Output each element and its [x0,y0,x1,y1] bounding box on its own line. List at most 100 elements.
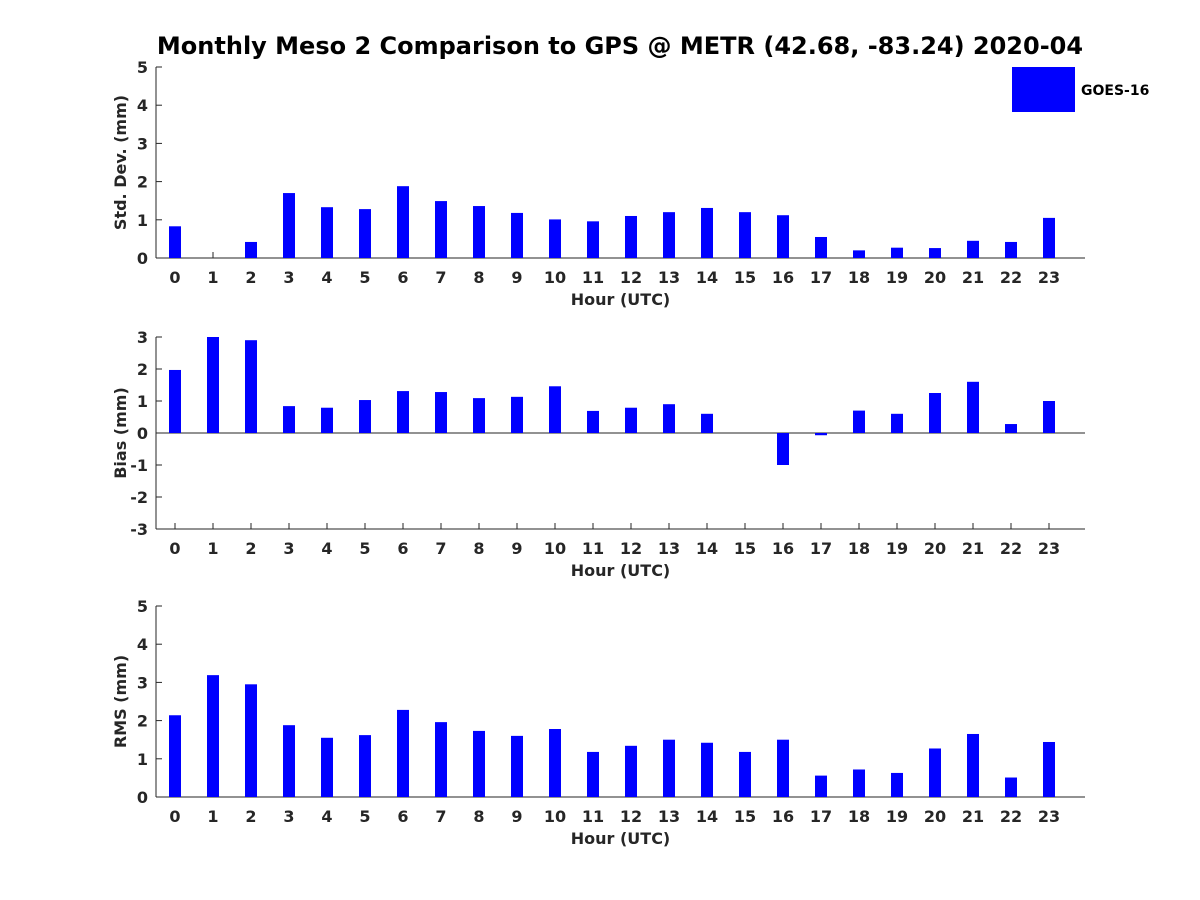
bar-hour-20 [929,748,941,797]
x-tick-label: 2 [245,268,256,287]
x-tick-label: 10 [544,268,566,287]
x-tick-label: 4 [321,807,332,826]
x-tick-label: 4 [321,268,332,287]
bar-hour-5 [359,400,371,433]
x-tick-label: 1 [207,807,218,826]
x-tick-label: 16 [772,268,794,287]
x-tick-label: 14 [696,268,718,287]
bar-hour-15 [739,212,751,258]
x-tick-label: 22 [1000,539,1022,558]
bar-hour-12 [625,215,637,258]
x-tick-label: 19 [886,807,908,826]
bar-hour-7 [435,392,447,433]
bar-hour-16 [777,433,789,465]
x-tick-label: 23 [1038,268,1060,287]
y-axis-label: Bias (mm) [111,387,130,479]
y-tick-label: 4 [137,96,148,115]
x-tick-label: 16 [772,807,794,826]
x-tick-label: 17 [810,268,832,287]
x-tick-label: 21 [962,539,984,558]
x-tick-label: 22 [1000,807,1022,826]
bar-hour-9 [511,735,523,797]
bar-hour-22 [1005,241,1017,258]
bar-hour-21 [967,240,979,258]
x-axis-label: Hour (UTC) [571,561,671,580]
bar-hour-23 [1043,401,1055,433]
bar-hour-0 [169,226,181,258]
bar-hour-6 [397,391,409,433]
x-tick-label: 0 [169,807,180,826]
y-tick-label: 0 [137,424,148,443]
x-tick-label: 13 [658,268,680,287]
legend-swatch-goes-16 [1012,67,1075,112]
y-tick-label: 1 [137,392,148,411]
x-tick-label: 21 [962,268,984,287]
bar-hour-20 [929,393,941,433]
bar-hour-19 [891,413,903,433]
x-tick-label: 1 [207,539,218,558]
bar-hour-21 [967,733,979,797]
x-tick-label: 15 [734,539,756,558]
bar-hour-6 [397,709,409,797]
bar-hour-14 [701,742,713,797]
bar-hour-10 [549,729,561,797]
y-tick-label: 3 [137,328,148,347]
y-tick-label: 1 [137,211,148,230]
y-tick-label: 4 [137,635,148,654]
y-tick-label: 3 [137,134,148,153]
x-tick-label: 5 [359,268,370,287]
bar-hour-5 [359,735,371,797]
x-tick-label: 22 [1000,268,1022,287]
bar-hour-0 [169,715,181,797]
bar-hour-4 [321,407,333,433]
x-tick-label: 13 [658,539,680,558]
bar-hour-17 [815,775,827,797]
bar-hour-16 [777,215,789,258]
x-tick-label: 6 [397,268,408,287]
x-tick-label: 0 [169,539,180,558]
bar-hour-12 [625,407,637,433]
x-tick-label: 12 [620,807,642,826]
bar-hour-7 [435,201,447,258]
bar-hour-2 [245,241,257,258]
x-tick-label: 9 [511,539,522,558]
bar-hour-23 [1043,217,1055,258]
y-tick-label: 5 [137,597,148,616]
bar-hour-10 [549,386,561,433]
bar-hour-3 [283,725,295,797]
x-tick-label: 11 [582,539,604,558]
figure-title: Monthly Meso 2 Comparison to GPS @ METR … [157,32,1083,60]
x-tick-label: 6 [397,807,408,826]
y-tick-label: 0 [137,249,148,268]
y-tick-label: 2 [137,173,148,192]
x-tick-label: 23 [1038,539,1060,558]
bar-hour-19 [891,772,903,797]
x-tick-label: 15 [734,807,756,826]
bar-hour-22 [1005,424,1017,433]
y-tick-label: 5 [137,58,148,77]
x-tick-label: 20 [924,268,946,287]
bar-hour-15 [739,751,751,797]
x-tick-label: 2 [245,807,256,826]
bar-hour-14 [701,207,713,258]
bar-hour-3 [283,193,295,258]
x-tick-label: 13 [658,807,680,826]
x-tick-label: 3 [283,268,294,287]
bar-hour-22 [1005,777,1017,797]
x-tick-label: 18 [848,268,870,287]
bar-hour-0 [169,369,181,433]
legend: GOES-16 [1012,67,1149,112]
bar-hour-21 [967,381,979,433]
y-tick-label: 2 [137,360,148,379]
x-tick-label: 7 [435,539,446,558]
x-tick-label: 19 [886,539,908,558]
bar-hour-20 [929,248,941,258]
x-tick-label: 14 [696,539,718,558]
x-tick-label: 16 [772,539,794,558]
bar-hour-23 [1043,741,1055,797]
x-tick-label: 5 [359,807,370,826]
